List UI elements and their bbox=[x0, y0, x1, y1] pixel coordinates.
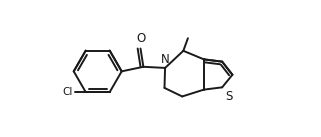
Text: O: O bbox=[136, 32, 145, 45]
Text: Cl: Cl bbox=[63, 87, 73, 97]
Text: N: N bbox=[161, 53, 170, 66]
Text: S: S bbox=[225, 90, 232, 103]
